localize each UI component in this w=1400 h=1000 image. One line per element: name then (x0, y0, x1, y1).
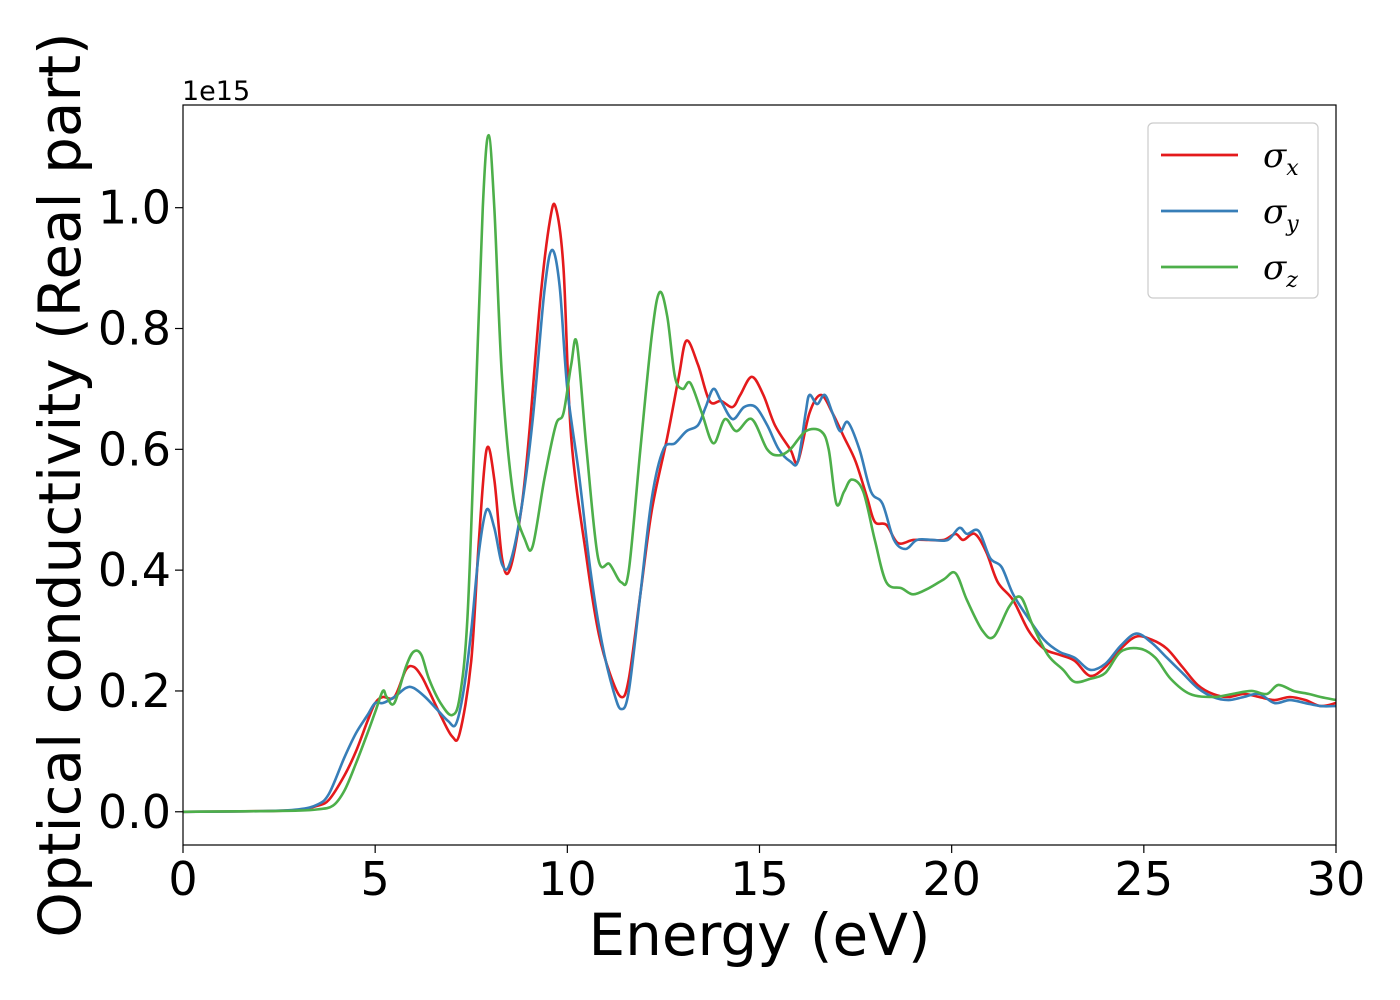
y-axis-title: Optical conductivity (Real part) (26, 32, 94, 937)
legend-label-sigma-y: σy (1263, 192, 1299, 237)
y-tick-label: 0.6 (98, 422, 171, 476)
x-axis: 0 5 10 15 20 25 30 (168, 845, 1365, 906)
y-tick-label: 0.0 (98, 785, 171, 839)
series-line-sigma-z (183, 133, 1336, 814)
y-axis-offset-label: 1e15 (182, 76, 250, 107)
y-tick-label: 1.0 (98, 181, 171, 235)
x-tick-label: 0 (168, 852, 197, 906)
series-layer (183, 133, 1336, 814)
legend-label-sigma-z: σz (1263, 248, 1298, 293)
x-tick-label: 10 (538, 852, 597, 906)
y-axis: 0.0 0.2 0.4 0.6 0.8 1.0 (98, 181, 183, 839)
y-tick-label: 0.2 (98, 664, 171, 718)
y-tick-label: 0.4 (98, 543, 171, 597)
x-tick-label: 15 (730, 852, 789, 906)
x-tick-label: 30 (1307, 852, 1366, 906)
legend-label-sigma-x: σx (1263, 136, 1299, 181)
x-axis-title: Energy (eV) (588, 901, 930, 969)
x-tick-label: 5 (361, 852, 390, 906)
y-tick-label: 0.8 (98, 302, 171, 356)
legend: σx σy σz (1147, 122, 1319, 299)
x-tick-label: 20 (922, 852, 981, 906)
x-tick-label: 25 (1115, 852, 1174, 906)
series-line-sigma-y (183, 248, 1336, 814)
